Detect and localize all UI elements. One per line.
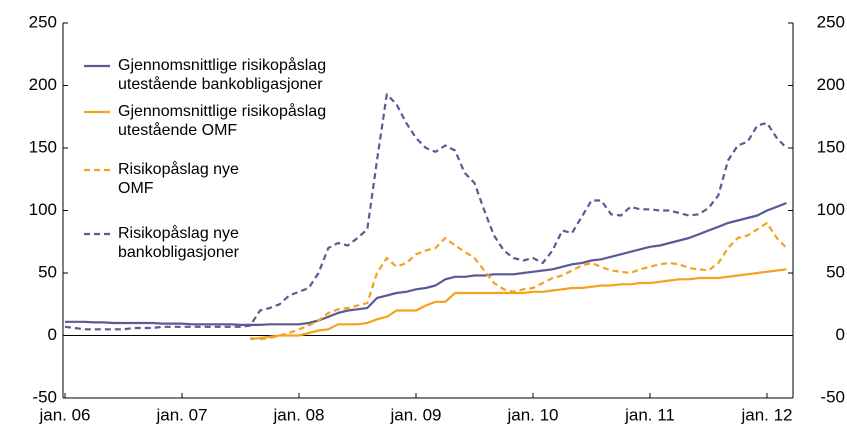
series-line <box>65 201 787 326</box>
legend-label: Gjennomsnittlige risikopåslag utestående… <box>118 103 327 139</box>
legend-swatch <box>84 110 110 114</box>
legend-swatch <box>84 168 110 172</box>
x-tick-label: jan. 09 <box>389 405 441 424</box>
legend-entry: Gjennomsnittlige risikopåslag utestående… <box>84 102 374 140</box>
y-tick-label: -50 <box>32 387 57 406</box>
y-tick-label: 0 <box>48 325 57 344</box>
y2-tick-label: 250 <box>817 12 845 31</box>
legend-entry: Risikopåslag nye OMF <box>84 160 374 198</box>
x-tick-label: jan. 06 <box>38 405 90 424</box>
y2-tick-label: 150 <box>817 137 845 156</box>
y-tick-label: 50 <box>38 262 57 281</box>
x-tick-label: jan. 10 <box>506 405 558 424</box>
x-tick-label: jan. 12 <box>740 405 792 424</box>
legend-swatch <box>84 64 110 68</box>
y2-tick-label: 50 <box>826 262 845 281</box>
x-tick-label: jan. 11 <box>624 405 675 424</box>
legend-label: Risikopåslag nye bankobligasjoner <box>118 225 239 261</box>
legend-swatch <box>84 232 110 236</box>
y-tick-label: 200 <box>29 75 57 94</box>
y-tick-label: 150 <box>29 137 57 156</box>
legend-label: Gjennomsnittlige risikopåslag utestående… <box>118 57 327 93</box>
y2-tick-label: 100 <box>817 200 845 219</box>
series-line <box>64 93 788 331</box>
x-tick-label: jan. 07 <box>155 405 207 424</box>
legend-label: Risikopåslag nye OMF <box>118 161 239 197</box>
y2-tick-label: -50 <box>820 387 845 406</box>
series-line <box>250 268 787 341</box>
legend: Gjennomsnittlige risikopåslag utestående… <box>84 56 374 262</box>
y-tick-label: 250 <box>29 12 57 31</box>
y-tick-label: 100 <box>29 200 57 219</box>
x-tick-label: jan. 08 <box>272 405 324 424</box>
legend-entry: Risikopåslag nye bankobligasjoner <box>84 224 374 262</box>
series-line <box>250 221 788 341</box>
y2-tick-label: 200 <box>817 75 845 94</box>
legend-entry: Gjennomsnittlige risikopåslag utestående… <box>84 56 374 94</box>
y2-tick-label: 0 <box>836 325 845 344</box>
